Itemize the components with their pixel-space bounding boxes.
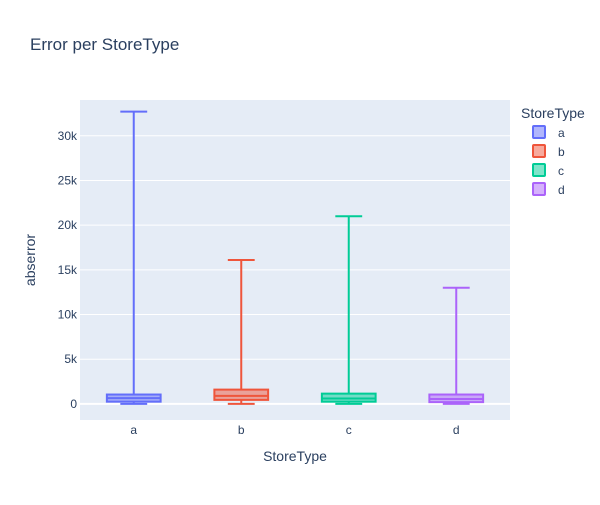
legend-item-b: b xyxy=(532,144,565,159)
y-axis-title: abserror xyxy=(22,234,38,286)
legend-item-c: c xyxy=(532,163,564,178)
y-tick-label: 15k xyxy=(58,263,78,277)
box-plots xyxy=(105,110,485,405)
y-tick-label: 5k xyxy=(64,352,78,366)
legend-title: StoreType xyxy=(521,105,585,121)
legend-label: b xyxy=(558,145,565,159)
gridlines xyxy=(80,135,510,405)
y-tick-label: 25k xyxy=(58,173,78,187)
y-tick-labels: 0 5k 10k 15k 20k 25k 30k xyxy=(58,129,78,411)
x-tick-label: a xyxy=(130,423,137,437)
plot-background xyxy=(80,100,510,420)
legend-item-d: d xyxy=(532,182,565,197)
box-b xyxy=(213,259,270,405)
iqr-box xyxy=(213,388,270,401)
y-tick-label: 20k xyxy=(58,218,78,232)
x-tick-label: c xyxy=(346,423,352,437)
legend-label: c xyxy=(558,164,564,178)
x-tick-labels: a b c d xyxy=(130,423,459,437)
chart-title: Error per StoreType xyxy=(30,35,179,54)
x-tick-label: b xyxy=(238,423,245,437)
legend-label: a xyxy=(558,126,565,140)
box-c xyxy=(320,215,377,405)
x-tick-label: d xyxy=(453,423,460,437)
legend-swatch xyxy=(532,125,546,139)
box-d xyxy=(428,286,485,405)
legend-swatch xyxy=(532,144,546,158)
y-tick-label: 0 xyxy=(70,397,77,411)
x-axis-title: StoreType xyxy=(263,448,327,464)
legend-item-a: a xyxy=(532,125,565,140)
box-a xyxy=(105,110,162,405)
y-tick-label: 30k xyxy=(58,129,78,143)
legend-swatch xyxy=(532,163,546,177)
y-tick-label: 10k xyxy=(58,308,78,322)
legend-label: d xyxy=(558,183,565,197)
legend-swatch xyxy=(532,182,546,196)
